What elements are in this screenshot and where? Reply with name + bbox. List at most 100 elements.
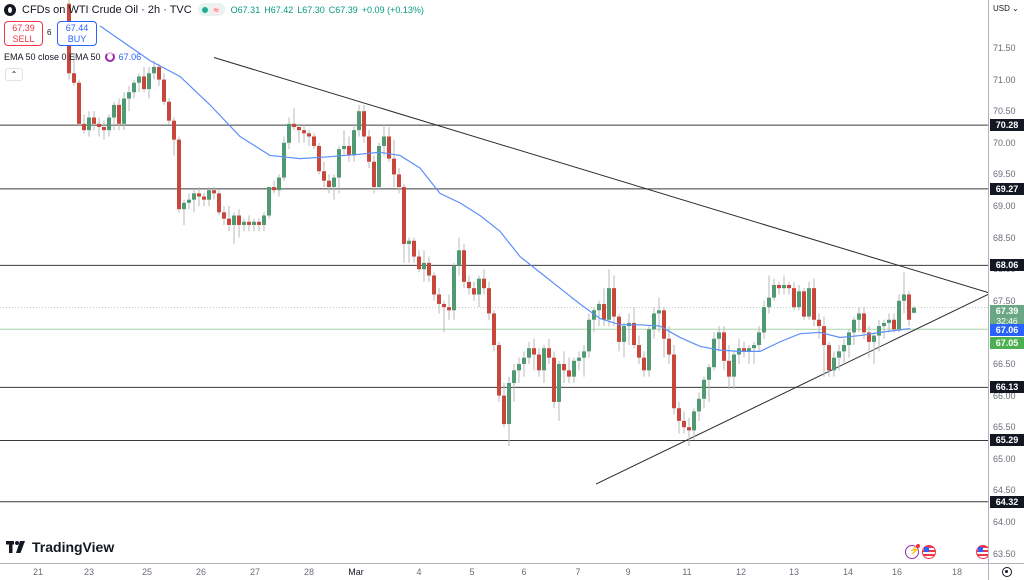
candle-down (247, 221, 251, 225)
candle-down (297, 127, 301, 131)
candle-down (727, 360, 731, 377)
candle-up (762, 307, 766, 333)
price-tick-label: 71.00 (993, 74, 1016, 85)
candle-down (812, 288, 816, 320)
candle-down (217, 193, 221, 213)
ema50-line (99, 25, 911, 352)
chart-settings-button[interactable] (988, 563, 1024, 580)
time-tick-label: 26 (195, 567, 207, 577)
candle-up (872, 335, 876, 342)
price-axis[interactable]: USD ⌄ 71.50 71.00 70.50 70.00 69.50 69.00 68.5… (988, 0, 1024, 563)
candle-up (377, 145, 381, 188)
spread-value: 6 (47, 28, 52, 37)
candle-up (457, 250, 461, 267)
time-axis[interactable]: 21 23 25 26 27 28 Mar 4 5 6 7 9 11 12 13 14 16 18 (0, 563, 988, 580)
ema-tag-value: 67.06 (995, 325, 1019, 335)
candle-down (677, 408, 681, 421)
candle-down (302, 130, 306, 134)
prev-close-value: 67.05 (995, 338, 1019, 348)
symbol-logo-icon (4, 3, 16, 16)
chevron-up-icon: ⌃ (10, 70, 18, 79)
ohlc-low: L67.30 (297, 4, 325, 15)
ema-price-tag: 67.06 (990, 324, 1024, 336)
indicator-legend[interactable]: EMA 50 close 0 EMA 50 67.06 (4, 52, 141, 62)
candle-up (517, 364, 521, 371)
candle-up (767, 297, 771, 308)
indicator-label: EMA 50 close 0 EMA 50 (4, 52, 101, 62)
chevron-down-icon: ⌄ (1012, 4, 1019, 13)
buy-button[interactable]: 67.44 BUY (57, 21, 97, 46)
candle-up (732, 354, 736, 377)
candle-down (257, 221, 261, 225)
candle-up (712, 338, 716, 368)
flash-event-icon[interactable]: ⚡ (905, 544, 920, 559)
candle-up (87, 117, 91, 131)
time-tick-label: 18 (951, 567, 963, 577)
chart-plot-area[interactable] (0, 0, 988, 563)
sell-button[interactable]: 67.39 SELL (4, 21, 43, 46)
candle-down (97, 123, 101, 127)
price-tick-label: 70.50 (993, 106, 1016, 117)
candle-up (182, 202, 186, 210)
candle-down (117, 104, 121, 124)
candle-up (857, 313, 861, 320)
candle-down (482, 278, 486, 289)
candle-down (492, 313, 496, 346)
collapse-legend-button[interactable]: ⌃ (5, 68, 23, 81)
candle-down (487, 288, 491, 314)
candle-up (557, 364, 561, 402)
candle-down (417, 256, 421, 270)
us-economic-event-icon[interactable] (922, 545, 936, 559)
candle-down (222, 212, 226, 219)
candle-down (687, 427, 691, 431)
candle-up (897, 300, 901, 330)
time-tick-label: 6 (521, 567, 527, 577)
candle-down (447, 307, 451, 311)
candle-up (887, 319, 891, 323)
candle-up (127, 92, 131, 99)
time-tick-label: 14 (842, 567, 854, 577)
candle-down (82, 123, 86, 131)
price-tick-label: 66.00 (993, 390, 1016, 401)
candle-up (832, 357, 836, 371)
sell-label: SELL (12, 34, 35, 44)
candle-down (667, 338, 671, 355)
candle-up (507, 382, 511, 425)
candle-down (307, 133, 311, 137)
symbol-title[interactable]: CFDs on WTI Crude Oil · 2h · TVC (22, 3, 192, 16)
price-tick-label: 68.50 (993, 232, 1016, 243)
currency-selector[interactable]: USD ⌄ (993, 4, 1019, 13)
candle-down (72, 73, 76, 83)
time-tick-label: 13 (788, 567, 800, 577)
candle-down (867, 332, 871, 342)
candle-up (657, 310, 661, 314)
candle-down (892, 319, 896, 330)
candle-down (427, 262, 431, 276)
candle-down (412, 240, 416, 257)
candle-down (392, 158, 396, 175)
candle-down (402, 187, 406, 244)
candle-up (797, 291, 801, 308)
price-tick-label: 64.00 (993, 517, 1016, 527)
level-price-tag: 69.27 (990, 182, 1024, 195)
ohlc-close: C67.39 (328, 4, 358, 15)
market-status-indicator[interactable]: ≈ (197, 3, 225, 16)
time-tick-label: 5 (469, 567, 475, 577)
candle-down (547, 348, 551, 358)
candle-up (262, 215, 266, 225)
candle-up (452, 266, 456, 311)
level-price-tag: 65.29 (990, 434, 1024, 447)
candle-up (842, 345, 846, 352)
sell-price: 67.39 (12, 23, 35, 33)
candle-down (637, 345, 641, 358)
market-open-dot-icon (201, 6, 208, 13)
price-tick-label: 67.50 (993, 295, 1016, 306)
candle-down (237, 215, 241, 225)
us-economic-event-icon-2[interactable] (976, 545, 990, 559)
loading-spinner-icon (104, 52, 115, 62)
tradingview-logo[interactable]: TradingView (6, 539, 114, 555)
candle-up (277, 177, 281, 191)
time-tick-label: 28 (303, 567, 315, 577)
candle-up (702, 379, 706, 399)
candle-up (152, 66, 156, 74)
